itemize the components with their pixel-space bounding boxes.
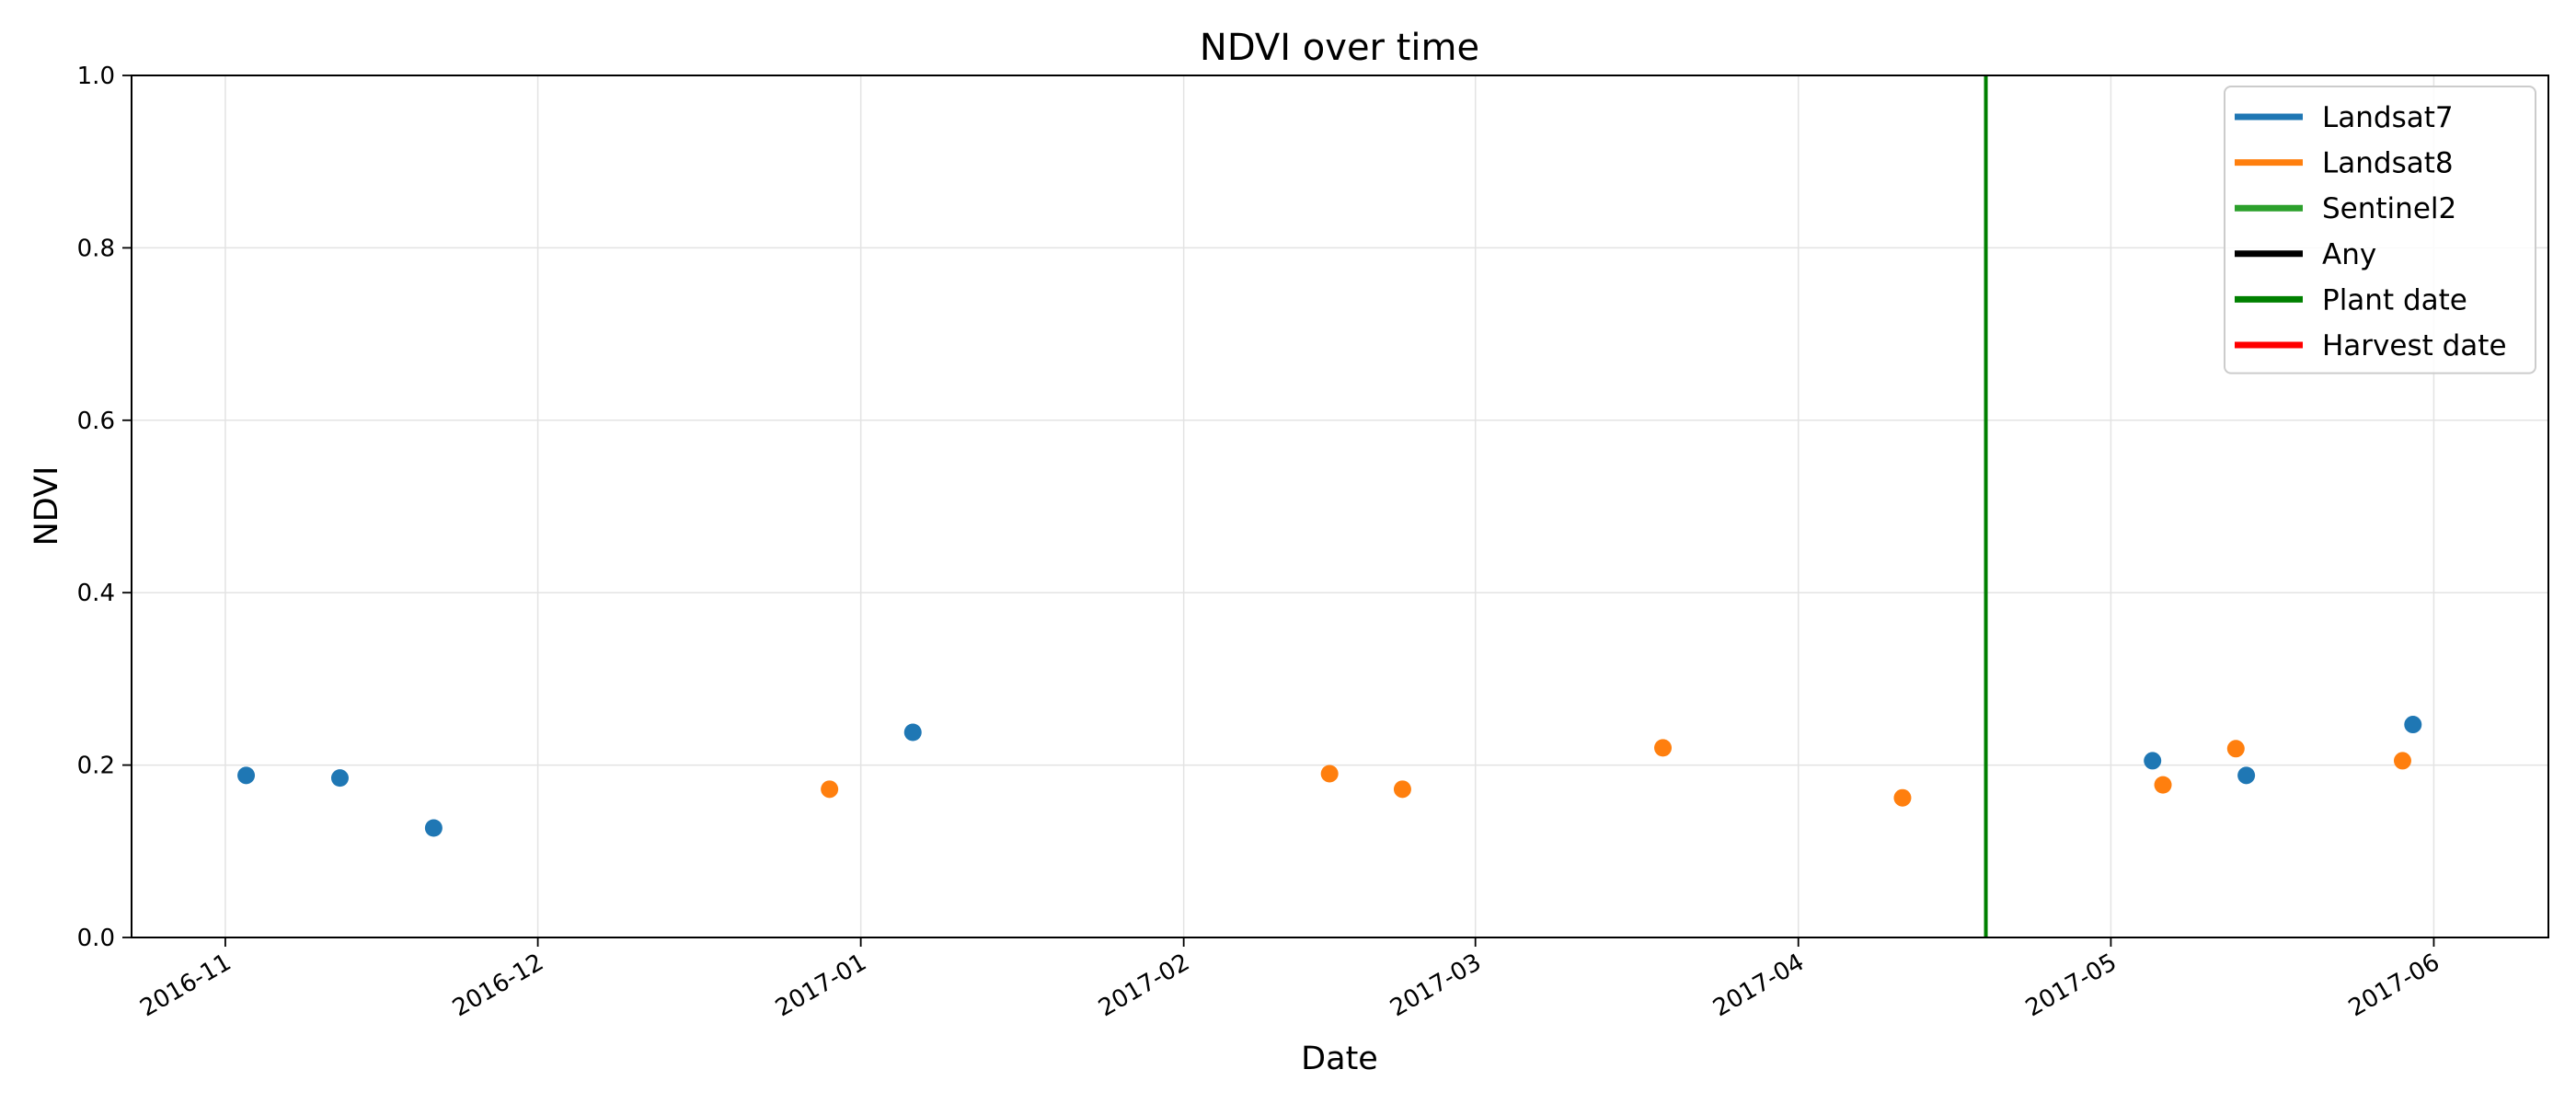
data-point: [2144, 752, 2162, 770]
series-landsat8: [821, 739, 2411, 807]
x-tick-label: 2016-11: [135, 949, 236, 1022]
series-landsat7: [237, 716, 2422, 837]
data-point: [424, 819, 443, 837]
data-point: [2154, 776, 2172, 794]
y-tick-label: 0.4: [77, 580, 115, 607]
y-tick-label: 0.8: [77, 235, 115, 262]
legend-label: Sentinel2: [2322, 192, 2456, 225]
x-tick-label: 2017-03: [1386, 949, 1486, 1022]
x-tick-label: 2017-06: [2344, 949, 2444, 1022]
x-tick-label: 2016-12: [448, 949, 548, 1022]
data-point: [2393, 752, 2411, 770]
data-point: [2404, 716, 2422, 734]
legend-label: Plant date: [2322, 283, 2467, 316]
grid-layer: [132, 75, 2548, 937]
legend-label: Landsat7: [2322, 101, 2454, 134]
x-tick-label: 2017-02: [1094, 949, 1194, 1022]
y-tick-label: 0.0: [77, 925, 115, 952]
x-tick-label: 2017-01: [771, 949, 871, 1022]
plot-frame: [131, 75, 2549, 938]
y-tick-label: 0.2: [77, 753, 115, 780]
chart-title: NDVI over time: [1200, 27, 1479, 69]
legend: Landsat7 Landsat8 Sentinel2 Any Plant date Ha…: [2224, 86, 2536, 374]
x-tick-label: 2017-05: [2021, 949, 2122, 1022]
legend-label: Any: [2322, 238, 2376, 271]
data-point: [1654, 739, 1673, 757]
data-point: [1893, 788, 1912, 807]
legend-label: Landsat8: [2322, 147, 2454, 180]
legend-label: Harvest date: [2322, 329, 2507, 362]
y-tick-label: 1.0: [77, 63, 115, 90]
data-points: [237, 716, 2422, 837]
y-tick-label: 0.6: [77, 408, 115, 435]
data-point: [2226, 740, 2245, 758]
y-axis-ticks: 0.0 0.2 0.4 0.6 0.8 1.0: [77, 63, 132, 952]
data-point: [330, 769, 349, 788]
data-point: [821, 780, 839, 799]
x-axis-ticks: 2016-11 2016-12 2017-01 2017-02 2017-03 2017-…: [135, 937, 2444, 1022]
data-point: [903, 723, 922, 742]
data-point: [2237, 766, 2256, 785]
data-point: [1393, 780, 1411, 799]
x-axis-label: Date: [1301, 1041, 1378, 1077]
x-tick-label: 2017-04: [1708, 949, 1809, 1022]
y-axis-label: NDVI: [29, 466, 65, 546]
data-point: [1320, 765, 1339, 783]
data-point: [237, 766, 256, 785]
